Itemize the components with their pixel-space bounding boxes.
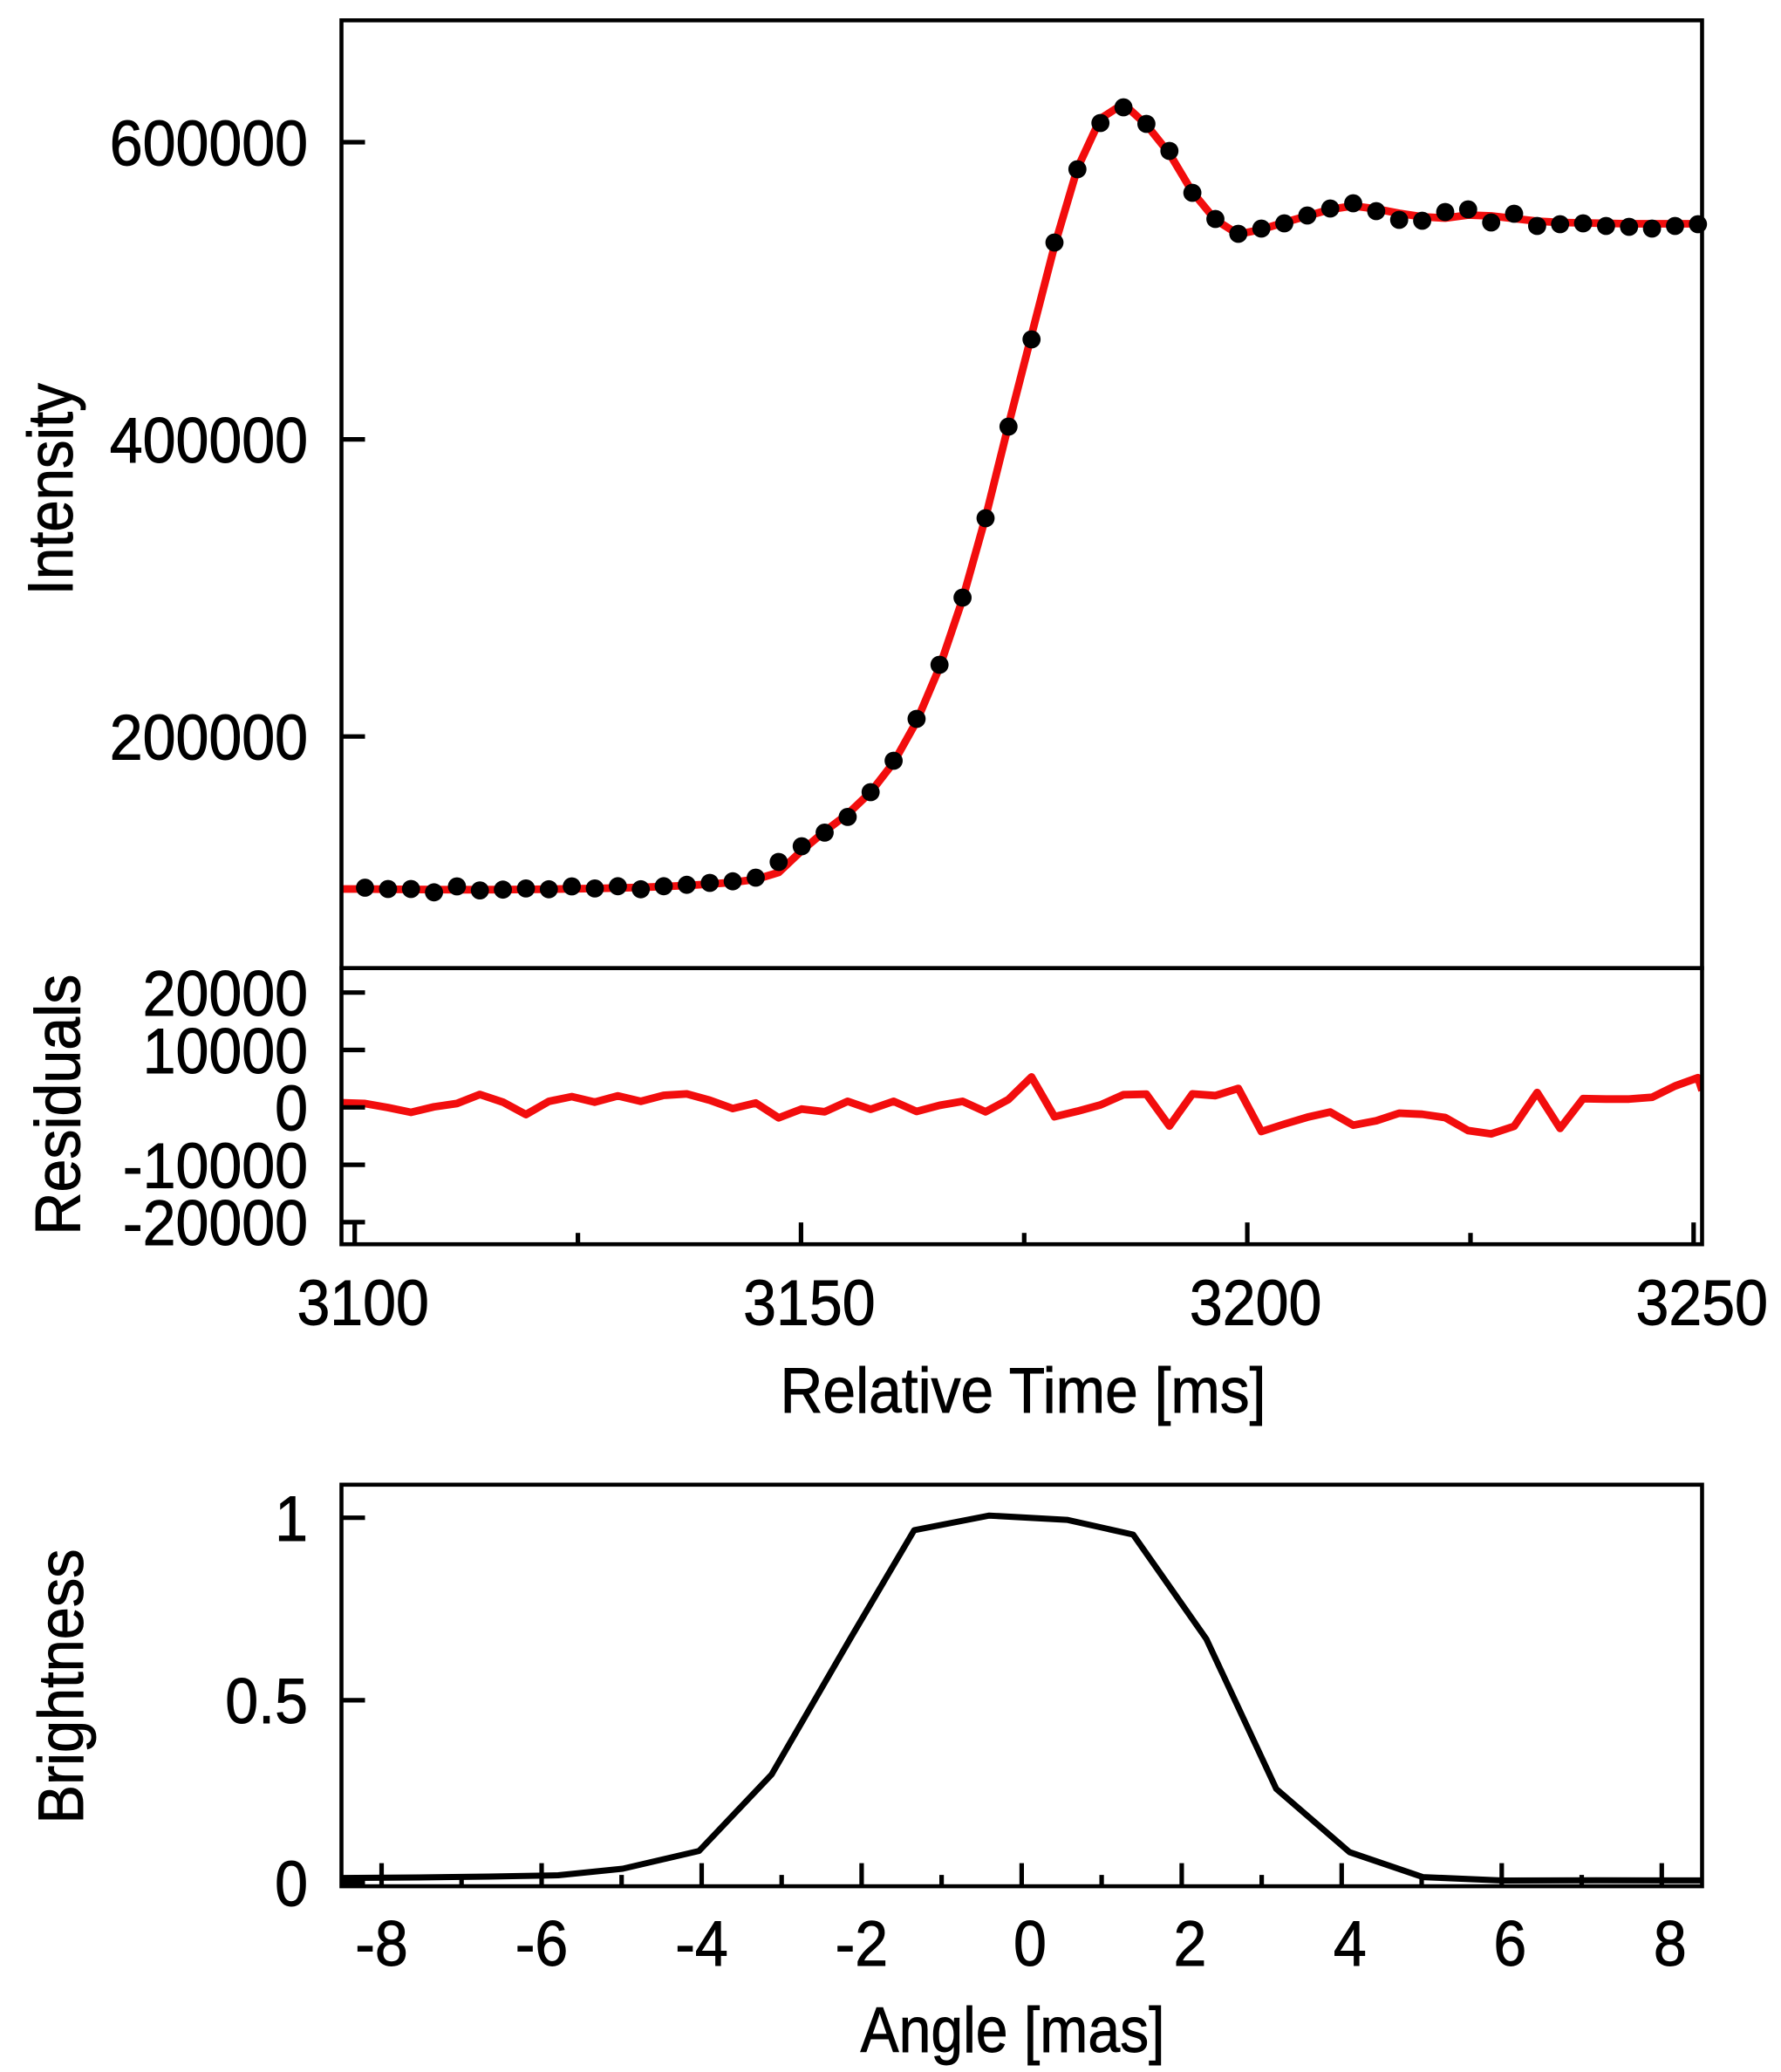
svg-text:0.5: 0.5 bbox=[225, 1666, 308, 1737]
svg-text:3100: 3100 bbox=[297, 1269, 429, 1339]
svg-text:Relative Time [ms]: Relative Time [ms] bbox=[781, 1356, 1266, 1426]
svg-text:3250: 3250 bbox=[1636, 1269, 1769, 1339]
svg-text:Brightness: Brightness bbox=[26, 1549, 97, 1824]
svg-text:8: 8 bbox=[1654, 1909, 1687, 1980]
svg-text:200000: 200000 bbox=[110, 703, 308, 774]
svg-text:600000: 600000 bbox=[110, 108, 308, 179]
svg-text:-8: -8 bbox=[355, 1909, 408, 1980]
svg-text:3200: 3200 bbox=[1190, 1269, 1322, 1339]
svg-text:4: 4 bbox=[1334, 1909, 1367, 1980]
svg-text:-2: -2 bbox=[836, 1909, 889, 1980]
svg-text:-4: -4 bbox=[675, 1909, 728, 1980]
svg-text:Residuals: Residuals bbox=[24, 974, 94, 1235]
svg-text:Intensity: Intensity bbox=[16, 383, 86, 595]
svg-text:-20000: -20000 bbox=[123, 1188, 308, 1259]
svg-text:400000: 400000 bbox=[110, 406, 308, 476]
svg-text:1: 1 bbox=[275, 1484, 308, 1555]
svg-text:6: 6 bbox=[1493, 1909, 1526, 1980]
svg-text:-6: -6 bbox=[515, 1909, 569, 1980]
svg-text:10000: 10000 bbox=[143, 1016, 308, 1087]
svg-text:3150: 3150 bbox=[743, 1269, 876, 1339]
svg-text:20000: 20000 bbox=[143, 959, 308, 1029]
svg-text:2: 2 bbox=[1173, 1909, 1206, 1980]
svg-text:-10000: -10000 bbox=[123, 1131, 308, 1201]
svg-text:Angle [mas]: Angle [mas] bbox=[861, 1995, 1165, 2066]
svg-text:0: 0 bbox=[275, 1074, 308, 1145]
svg-text:0: 0 bbox=[1013, 1909, 1047, 1980]
svg-text:0: 0 bbox=[275, 1849, 308, 1919]
